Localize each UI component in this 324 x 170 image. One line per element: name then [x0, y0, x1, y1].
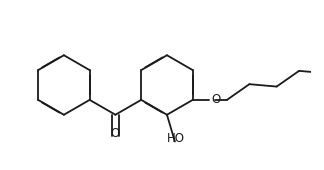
Text: O: O — [211, 93, 220, 106]
Text: O: O — [111, 126, 120, 140]
Text: HO: HO — [167, 132, 185, 144]
